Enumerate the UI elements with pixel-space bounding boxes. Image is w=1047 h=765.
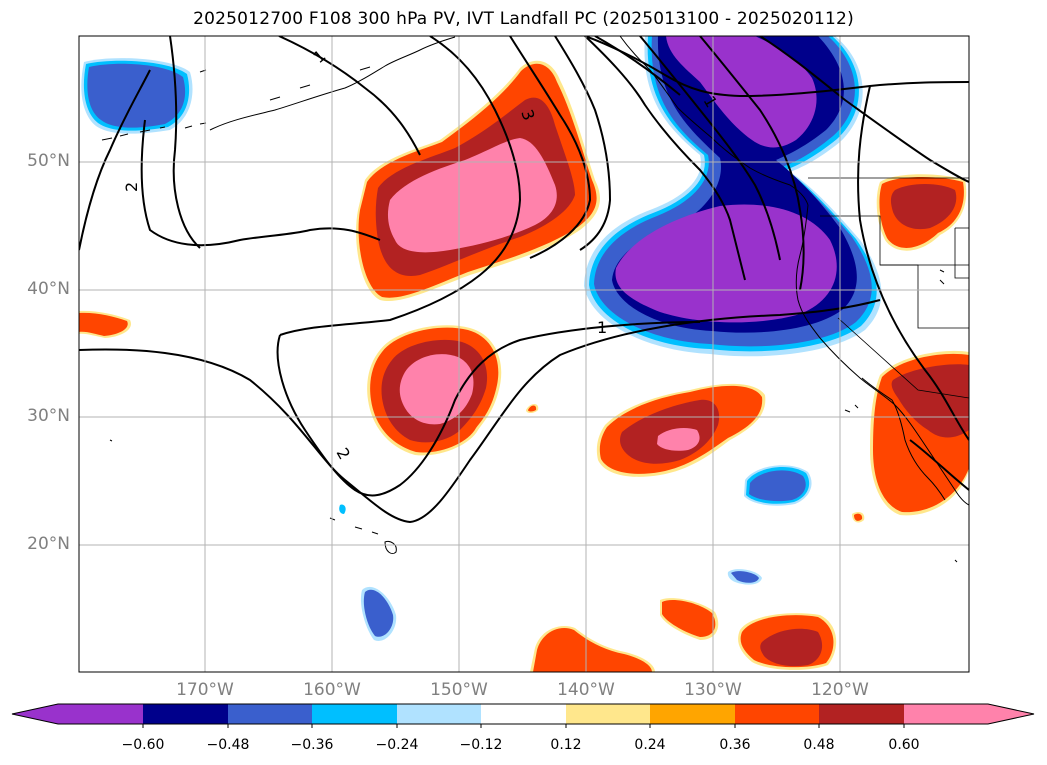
negative-anomaly-small-islands [339,504,762,641]
colorbar-segment [735,704,819,724]
colorbar-tick-label: 0.12 [550,737,582,753]
colorbar-tick-label: −0.36 [290,737,334,753]
colorbar-tick-label: −0.12 [459,737,503,753]
positive-anomaly-baja [870,350,969,516]
grid-lines [79,36,969,672]
colorbar-tick-label: 0.36 [719,737,751,753]
colorbar-segment [819,704,904,724]
colorbar-segment [58,704,143,724]
positive-anomaly-north-central [356,60,600,301]
latitude-label: 50°N [27,151,70,171]
colorbar-segment [312,704,397,724]
colorbar-segment [650,704,735,724]
positive-anomaly-east-central [596,383,766,477]
map-title: 2025012700 F108 300 hPa PV, IVT Landfall… [193,9,854,29]
positive-anomaly-central [367,325,502,456]
longitude-label: 170°W [176,680,234,700]
colorbar-low-extension [12,704,58,724]
positive-anomaly-south [526,404,865,672]
colorbar-segment [143,704,228,724]
longitude-label: 150°W [430,680,488,700]
negative-anomaly-small-east [744,465,812,506]
longitude-label: 120°W [811,680,869,700]
positive-anomaly-west-edge [79,310,131,338]
colorbar-segment [566,704,650,724]
latitude-label: 20°N [27,534,70,554]
map-frame [78,35,970,673]
positive-anomaly-northeast-land [876,174,967,251]
longitude-label: 130°W [684,680,742,700]
pv-contours [79,36,969,524]
longitude-label: 140°W [557,680,615,700]
contour-label: 2 [122,182,141,192]
latitude-label: 40°N [27,279,70,299]
colorbar [11,703,1035,728]
colorbar-tick-label: 0.48 [803,737,835,753]
colorbar-tick-label: −0.48 [206,737,250,753]
latitude-label: 30°N [27,406,70,426]
colorbar-outline [11,703,1035,725]
contour-label: 1 [597,318,607,337]
colorbar-tick-label: 0.24 [634,737,666,753]
colorbar-tick-label: −0.24 [375,737,419,753]
colorbar-segment [228,704,312,724]
colorbar-tick-label: 0.60 [888,737,920,753]
colorbar-tick-label: −0.60 [121,737,165,753]
colorbar-high-extension [988,704,1034,724]
longitude-label: 160°W [303,680,361,700]
colorbar-segment [481,704,566,724]
colorbar-segment [904,704,988,724]
colorbar-segment [397,704,481,724]
